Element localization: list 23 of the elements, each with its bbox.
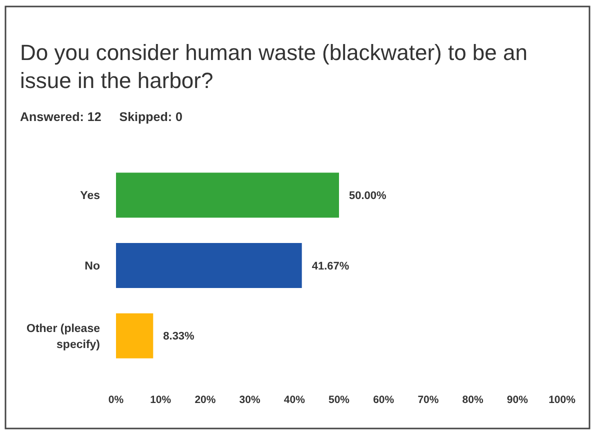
y-tick-label: Yes	[80, 190, 100, 202]
x-tick-label: 70%	[418, 394, 440, 406]
bar	[116, 172, 339, 218]
x-tick-label: 60%	[373, 394, 395, 406]
bar	[116, 313, 154, 358]
x-tick-label: 90%	[506, 394, 529, 406]
bar	[116, 242, 302, 288]
x-tick-label: 40%	[284, 394, 306, 406]
data-label: 41.67%	[312, 260, 350, 272]
x-tick-label: 0%	[108, 394, 124, 406]
text: Skipped: 0	[119, 110, 183, 124]
data-label: 8.33%	[163, 330, 195, 343]
text: Answered: 12	[20, 110, 102, 124]
data-label: 50.00%	[349, 190, 387, 202]
y-tick-label: Other (please specify)	[26, 322, 100, 351]
y-tick-label: No	[84, 260, 100, 273]
chart-title: Do you consider human waste (blackwater) to be an issue in the harbor?	[20, 40, 528, 93]
x-tick-label: 30%	[239, 394, 261, 406]
x-tick-label: 10%	[150, 394, 172, 406]
x-tick-label: 100%	[548, 394, 576, 406]
x-tick-label: 80%	[462, 394, 484, 406]
x-tick-label: 50%	[328, 394, 350, 406]
x-tick-label: 20%	[194, 394, 216, 406]
